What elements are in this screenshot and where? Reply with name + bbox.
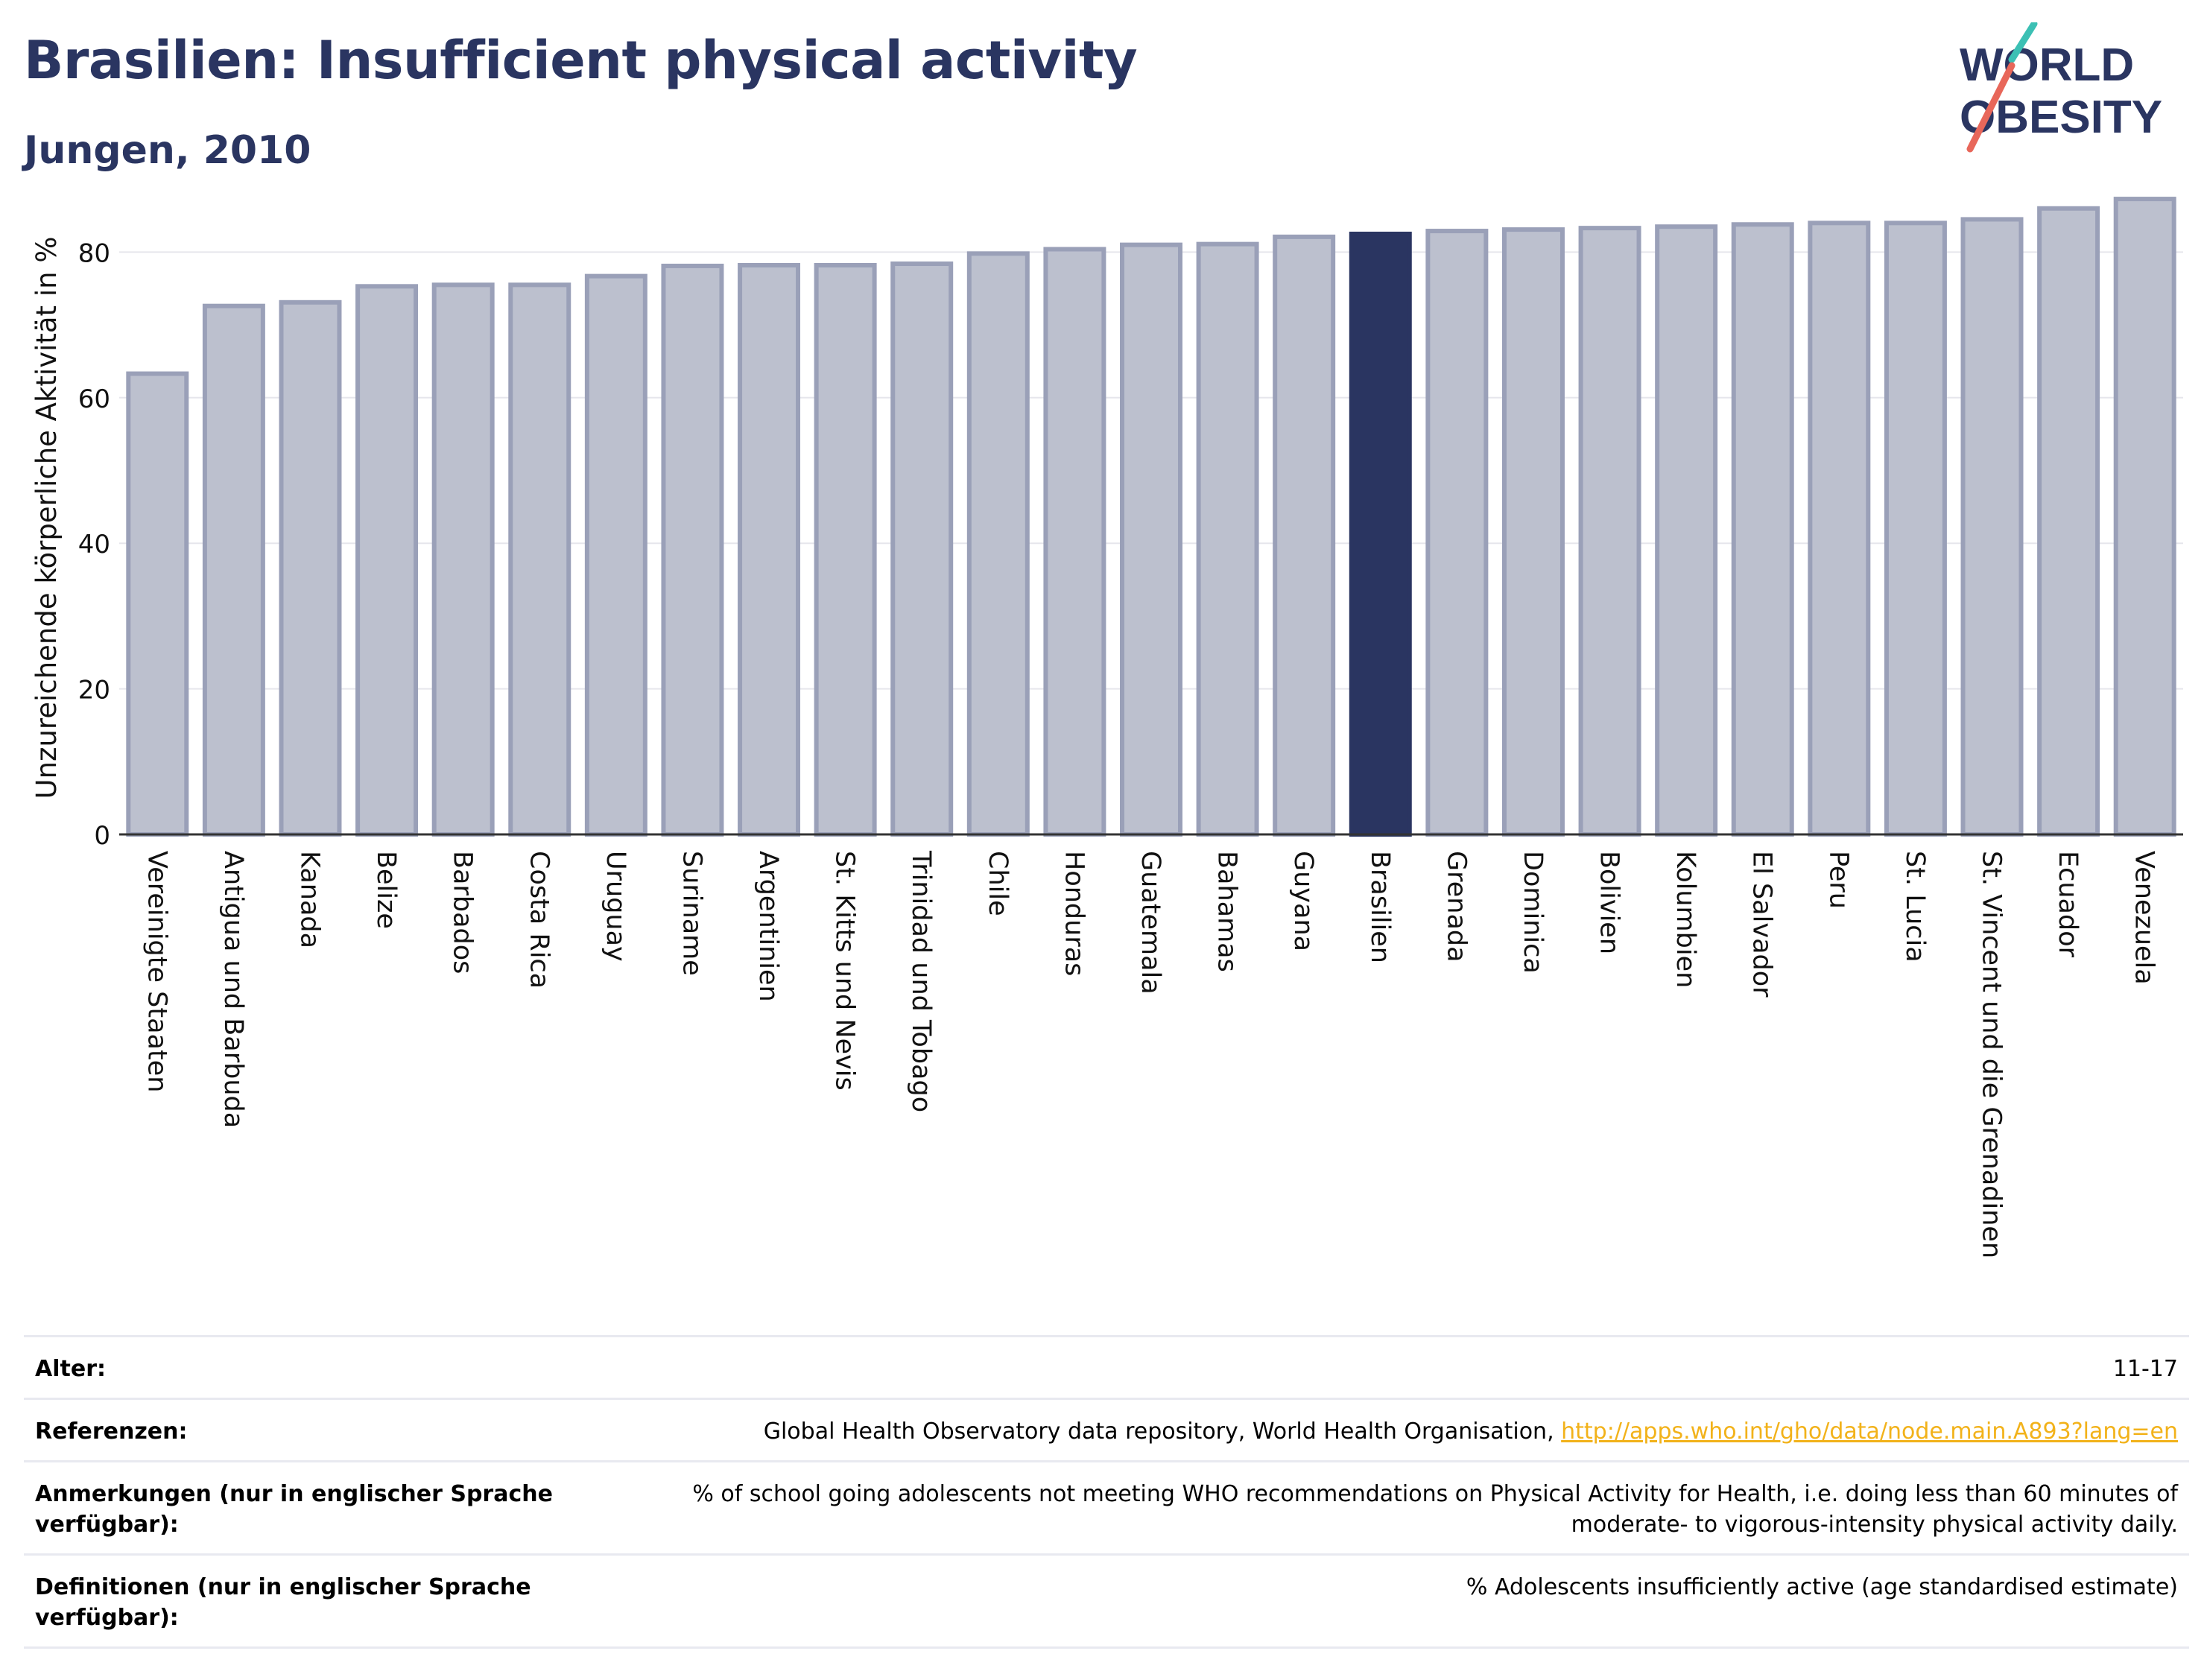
bar (890, 261, 954, 837)
x-tick-label: El Salvador (1747, 851, 1777, 998)
x-tick-label: Brasilien (1365, 851, 1395, 963)
x-tick-label: Uruguay (601, 851, 630, 962)
bar (1273, 234, 1336, 837)
x-tick-labels: Vereinigte Staaten Antigua und Barbuda Kan… (142, 850, 2159, 1258)
page-subtitle: Jungen, 2010 (24, 128, 311, 173)
metadata-row: Definitionen (nur in englischer Sprache … (24, 1553, 2189, 1649)
x-tick-label: Guyana (1288, 851, 1318, 951)
x-tick-label: St. Vincent und die Grenadinen (1977, 851, 2007, 1258)
metadata-value-text: 11-17 (2112, 1356, 2178, 1382)
x-tick-label: Venezuela (2129, 851, 2159, 985)
x-tick-label: St. Kitts und Nevis (830, 851, 860, 1091)
y-tick-label: 20 (78, 676, 110, 706)
metadata-value: % of school going adolescents not meetin… (601, 1479, 2178, 1540)
bar (1960, 217, 2024, 837)
metadata-value: % Adolescents insufficiently active (age… (601, 1572, 2178, 1603)
x-tick-label: Argentinien (753, 851, 783, 1002)
metadata-value: 11-17 (601, 1354, 2178, 1384)
logo-slash-coral (1966, 62, 2015, 153)
bar (1808, 221, 1871, 837)
x-tick-label: Trinidad und Tobago (906, 850, 936, 1112)
bar (202, 303, 265, 837)
bar (1349, 231, 1412, 837)
metadata-label: Anmerkungen (nur in englischer Sprache v… (35, 1481, 553, 1538)
bar (1043, 247, 1106, 837)
logo-slash-teal (2008, 22, 2038, 63)
bars (126, 197, 2176, 837)
metadata-label: Alter: (35, 1356, 106, 1382)
bar (1120, 242, 1182, 837)
bar (584, 273, 647, 837)
bar (2037, 206, 2100, 837)
bar (1196, 241, 1259, 837)
x-tick-label: Bolivien (1595, 851, 1624, 954)
x-tick-label: Grenada (1441, 851, 1471, 963)
x-tick-label: St. Lucia (1900, 851, 1930, 963)
x-tick-label: Peru (1823, 851, 1853, 909)
x-tick-label: Suriname (677, 851, 706, 976)
y-tick-label: 80 (78, 238, 110, 268)
y-tick-labels: 0 20 40 60 80 (78, 238, 110, 851)
bar (508, 282, 571, 837)
bar (1884, 221, 1947, 837)
bar (2113, 197, 2176, 837)
world-obesity-logo: WORLD OBESITY (1960, 22, 2162, 153)
x-tick-label: Guatemala (1136, 851, 1165, 995)
y-tick-label: 60 (78, 384, 110, 414)
bar (279, 299, 342, 837)
bar (355, 284, 419, 837)
metadata-value-text: % Adolescents insufficiently active (age… (1466, 1574, 2178, 1600)
x-tick-label: Barbados (448, 851, 478, 974)
metadata-value: Global Health Observatory data repositor… (601, 1416, 2178, 1447)
metadata-row: Referenzen: Global Health Observatory dat… (24, 1398, 2189, 1460)
metadata-value-text: Global Health Observatory data repositor… (763, 1419, 1562, 1445)
x-tick-label: Antigua und Barbuda (218, 851, 248, 1128)
y-axis-label: Unzureichende körperliche Aktivität in % (31, 237, 63, 799)
bar (814, 262, 877, 837)
y-tick-label: 0 (94, 821, 110, 851)
logo-text-world: WORLD (1960, 39, 2134, 91)
x-tick-label: Costa Rica (524, 851, 554, 989)
x-tick-label: Bahamas (1212, 851, 1242, 972)
metadata-row: Anmerkungen (nur in englischer Sprache v… (24, 1460, 2189, 1553)
x-tick-label: Kolumbien (1671, 851, 1700, 988)
metadata-label: Referenzen: (35, 1419, 188, 1445)
x-tick-label: Dominica (1518, 851, 1548, 974)
bar (738, 262, 801, 837)
x-tick-label: Kanada (294, 851, 324, 948)
bar (1425, 229, 1489, 837)
y-tick-label: 40 (78, 530, 110, 560)
page-title: Brasilien: Insufficient physical activit… (24, 30, 1138, 91)
metadata-row: Alter: 11-17 (24, 1335, 2189, 1398)
logo-text-obesity: OBESITY (1960, 92, 2162, 143)
x-tick-label: Ecuador (2053, 851, 2083, 958)
bar (1578, 226, 1641, 837)
bar (126, 371, 189, 837)
bar (661, 263, 724, 837)
x-tick-label: Honduras (1059, 851, 1089, 976)
bar (1501, 227, 1565, 837)
x-tick-label: Vereinigte Staaten (142, 851, 171, 1092)
x-tick-label: Chile (983, 851, 1013, 916)
x-tick-label: Belize (371, 851, 401, 929)
metadata-table: Alter: 11-17 Referenzen: Global Health Obse… (24, 1335, 2189, 1649)
metadata-label: Definitionen (nur in englischer Sprache … (35, 1574, 531, 1631)
bar-chart: 0 20 40 60 80 Vereinigte Staaten Antigua und … (31, 197, 2183, 1258)
metadata-value-text: % of school going adolescents not meetin… (692, 1481, 2178, 1538)
bar (1731, 222, 1794, 837)
bar (1655, 224, 1718, 837)
bar (966, 251, 1030, 837)
reference-link[interactable]: http://apps.who.int/gho/data/node.main.A… (1561, 1419, 2178, 1445)
bar (431, 282, 495, 837)
